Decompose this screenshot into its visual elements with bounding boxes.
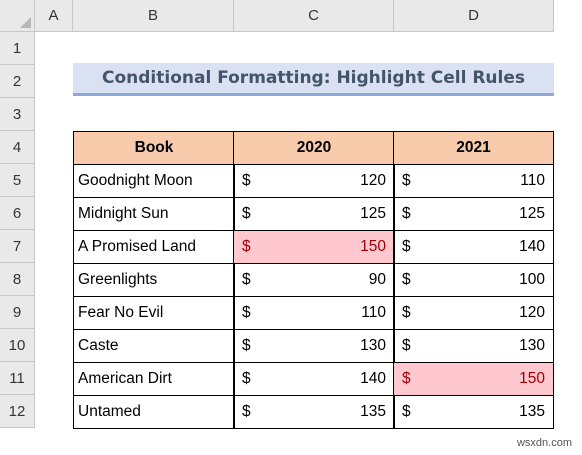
header-label: 2021 (456, 139, 491, 156)
currency-symbol: $ (402, 205, 411, 222)
currency-symbol: $ (242, 337, 251, 354)
book-title: Fear No Evil (78, 304, 164, 321)
cell-book[interactable]: Greenlights (73, 263, 235, 297)
cell-book[interactable]: A Promised Land (73, 230, 235, 264)
currency-symbol: $ (242, 271, 251, 288)
row-header-10[interactable]: 10 (0, 329, 35, 362)
row-header-2[interactable]: 2 (0, 65, 35, 98)
currency-symbol: $ (242, 370, 251, 387)
currency-symbol: $ (242, 304, 251, 321)
book-title: Goodnight Moon (78, 172, 193, 189)
value-2021: 100 (519, 271, 545, 288)
value-2020: 150 (360, 238, 386, 255)
cell-2021[interactable]: $120 (393, 296, 554, 330)
book-title: Midnight Sun (78, 205, 169, 222)
header-2021[interactable]: 2021 (393, 131, 554, 165)
value-2020: 125 (360, 205, 386, 222)
row-header-4[interactable]: 4 (0, 131, 35, 164)
cell-2021[interactable]: $140 (393, 230, 554, 264)
book-title: Caste (78, 337, 119, 354)
column-header-d[interactable]: D (394, 0, 554, 32)
value-2020: 135 (360, 403, 386, 420)
value-2020: 140 (360, 370, 386, 387)
value-2020: 130 (360, 337, 386, 354)
cell-2020[interactable]: $90 (233, 263, 395, 297)
cell-book[interactable]: Fear No Evil (73, 296, 235, 330)
row-header-8[interactable]: 8 (0, 263, 35, 296)
book-title: American Dirt (78, 370, 172, 387)
cell-book[interactable]: American Dirt (73, 362, 235, 396)
value-2021: 125 (519, 205, 545, 222)
row-header-9[interactable]: 9 (0, 296, 35, 329)
select-all-corner[interactable] (0, 0, 35, 32)
cell-2021[interactable]: $135 (393, 395, 554, 429)
cell-2021[interactable]: $110 (393, 164, 554, 198)
value-2021: 150 (519, 370, 545, 387)
value-2020: 90 (368, 271, 386, 288)
row-header-6[interactable]: 6 (0, 197, 35, 230)
currency-symbol: $ (402, 337, 411, 354)
header-label: 2020 (296, 139, 332, 156)
header-2020[interactable]: 2020 (233, 131, 395, 165)
header-label: Book (134, 139, 174, 156)
currency-symbol: $ (402, 238, 411, 255)
value-2021: 135 (519, 403, 545, 420)
cell-2020[interactable]: $140 (233, 362, 395, 396)
value-2021: 130 (519, 337, 545, 354)
value-2020: 110 (361, 304, 386, 321)
book-title: A Promised Land (78, 238, 197, 255)
currency-symbol: $ (402, 370, 411, 387)
row-header-7[interactable]: 7 (0, 230, 35, 263)
cell-2021[interactable]: $130 (393, 329, 554, 363)
row-header-1[interactable]: 1 (0, 32, 35, 65)
cell-book[interactable]: Caste (73, 329, 235, 363)
row-header-12[interactable]: 12 (0, 395, 35, 428)
currency-symbol: $ (402, 172, 411, 189)
cell-2020[interactable]: $110 (233, 296, 395, 330)
currency-symbol: $ (242, 205, 251, 222)
column-header-b[interactable]: B (73, 0, 234, 32)
value-2021: 110 (520, 172, 545, 189)
book-title: Untamed (78, 403, 141, 420)
cell-2020[interactable]: $130 (233, 329, 395, 363)
currency-symbol: $ (242, 172, 251, 189)
cell-2021[interactable]: $125 (393, 197, 554, 231)
select-all-triangle-icon (20, 17, 31, 28)
value-2021: 140 (519, 238, 545, 255)
cell-2020[interactable]: $125 (233, 197, 395, 231)
cell-2020[interactable]: $120 (233, 164, 395, 198)
currency-symbol: $ (242, 238, 251, 255)
column-header-a[interactable]: A (35, 0, 73, 32)
cell-2021[interactable]: $100 (393, 263, 554, 297)
cell-book[interactable]: Untamed (73, 395, 235, 429)
cell-book[interactable]: Goodnight Moon (73, 164, 235, 198)
row-header-11[interactable]: 11 (0, 362, 35, 395)
currency-symbol: $ (402, 271, 411, 288)
value-2020: 120 (360, 172, 386, 189)
currency-symbol: $ (242, 403, 251, 420)
row-header-5[interactable]: 5 (0, 164, 35, 197)
currency-symbol: $ (402, 403, 411, 420)
cell-2020[interactable]: $135 (233, 395, 395, 429)
header-book[interactable]: Book (73, 131, 235, 165)
row-header-3[interactable]: 3 (0, 98, 35, 131)
currency-symbol: $ (402, 304, 411, 321)
cell-2021[interactable]: $150 (393, 362, 554, 396)
column-header-c[interactable]: C (234, 0, 394, 32)
sheet-title[interactable]: Conditional Formatting: Highlight Cell R… (73, 63, 554, 96)
book-title: Greenlights (78, 271, 158, 288)
value-2021: 120 (519, 304, 545, 321)
watermark: wsxdn.com (516, 437, 572, 449)
cell-book[interactable]: Midnight Sun (73, 197, 235, 231)
cell-2020[interactable]: $150 (233, 230, 395, 264)
